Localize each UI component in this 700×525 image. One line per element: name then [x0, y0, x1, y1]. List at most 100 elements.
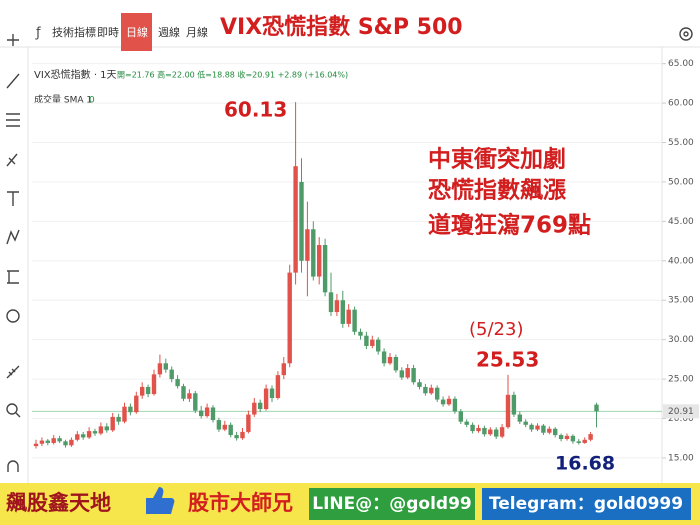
candle-body	[145, 386, 151, 395]
candle-body	[110, 416, 115, 431]
toolbar-daily[interactable]: 日線	[126, 25, 148, 39]
candle-body	[69, 439, 74, 446]
candle-body	[140, 386, 145, 396]
candle-body	[187, 393, 192, 399]
annotation: (5/23)	[469, 319, 523, 340]
y-tick-label: 45.00	[668, 217, 694, 227]
candle-body	[547, 428, 552, 433]
candle-body	[269, 388, 275, 398]
crosshair-tool[interactable]	[7, 34, 19, 46]
y-tick-label: 40.00	[668, 256, 694, 266]
settings-icon-core	[683, 31, 689, 37]
y-tick-label: 20.00	[668, 414, 694, 424]
candle-body	[305, 229, 310, 261]
toolbar-realtime[interactable]: 即時	[97, 26, 119, 39]
candle-body	[435, 387, 440, 400]
zoom-tool[interactable]	[6, 403, 18, 415]
candle-body	[246, 414, 251, 432]
candle-body	[470, 424, 475, 432]
magnet-tool[interactable]	[7, 460, 19, 472]
candle-body	[476, 427, 481, 432]
annotation: 16.68	[555, 453, 615, 475]
candle-body	[175, 379, 180, 387]
candle-body	[328, 292, 334, 313]
line-box[interactable]	[309, 488, 475, 520]
brush-tool[interactable]	[6, 153, 18, 167]
candle-body	[281, 363, 286, 376]
ohlc-info: 開=21.76 高=22.00 低=18.88 收=20.91 +2.89 (+…	[117, 70, 348, 80]
candle-body	[98, 426, 104, 434]
candle-body	[181, 386, 186, 399]
candle-body	[381, 351, 387, 364]
candle-body	[317, 245, 322, 277]
candle-body	[564, 435, 570, 439]
y-tick-label: 55.00	[668, 138, 694, 148]
candle-body	[39, 440, 45, 444]
y-tick-label: 50.00	[668, 177, 694, 187]
candle-body	[535, 425, 540, 430]
candle-body	[240, 431, 245, 439]
candle-body	[452, 398, 458, 412]
ruler-tool[interactable]	[6, 365, 20, 379]
candle-body	[387, 356, 393, 364]
candle-body	[588, 434, 593, 440]
y-tick-label: 25.00	[668, 375, 694, 385]
annotation: 道瓊狂瀉769點	[428, 212, 591, 239]
candle-body	[75, 434, 80, 440]
candle-body	[399, 370, 404, 378]
candle-body	[293, 166, 298, 273]
candle-body	[376, 339, 381, 352]
candle-body	[423, 386, 428, 394]
candle-body	[92, 431, 98, 434]
line-id[interactable]: LINE@：@gold99	[312, 494, 472, 514]
candle-body	[51, 438, 56, 443]
toolbar-indicators[interactable]: 技術指標	[52, 25, 96, 39]
candle-body	[529, 424, 534, 430]
toolbar-monthly[interactable]: 月線	[186, 25, 208, 39]
telegram-id[interactable]: Telegram：gold0999	[489, 494, 683, 514]
candle-body	[33, 443, 39, 447]
plot: 15.00 20.00 25.00 30.00 35.00 40.00 45.00 50.00…	[32, 59, 699, 475]
line-tool[interactable]	[6, 73, 20, 89]
candle-body	[446, 398, 452, 405]
thumbs-icon	[146, 487, 175, 514]
fx-icon: ƒ	[35, 26, 41, 41]
candle-body	[252, 402, 257, 415]
pattern-tool[interactable]	[6, 229, 20, 245]
measure-tool[interactable]	[7, 270, 19, 284]
candle-body	[163, 363, 168, 370]
fib-tool[interactable]	[6, 113, 20, 127]
text-tool[interactable]	[7, 191, 19, 206]
candle-body	[122, 406, 127, 422]
candle-body	[505, 394, 511, 428]
volume-value: 0	[89, 96, 95, 106]
settings-icon[interactable]	[679, 27, 693, 41]
candle-body	[334, 300, 340, 313]
candle-body	[199, 410, 204, 417]
candle-body	[340, 300, 345, 324]
candle-body	[429, 387, 434, 394]
candle-body	[364, 335, 369, 346]
toolbar-weekly[interactable]: 週線	[158, 25, 180, 39]
candle-body	[193, 393, 198, 411]
symbol-label: VIX恐慌指數 · 1天	[34, 68, 117, 81]
candle-body	[63, 441, 68, 446]
candle-body	[57, 438, 62, 442]
candle-body	[216, 420, 222, 430]
y-tick-label: 65.00	[668, 59, 694, 69]
candle-body	[210, 407, 216, 421]
candle-body	[287, 272, 292, 364]
drawing-tools	[6, 34, 21, 472]
candle-body	[151, 374, 157, 395]
annotation: 中東衝突加劇	[428, 146, 566, 173]
candle-body	[482, 427, 487, 435]
annotation: 25.53	[476, 348, 539, 372]
candle-body	[488, 429, 493, 435]
candle-body	[134, 395, 139, 413]
active-tab-bg	[121, 13, 152, 51]
emoji-tool[interactable]	[6, 309, 20, 323]
annotation: 恐慌指數飆漲	[428, 178, 567, 204]
telegram-box[interactable]	[482, 488, 691, 520]
footer-brand: 飆股鑫天地	[6, 491, 111, 515]
